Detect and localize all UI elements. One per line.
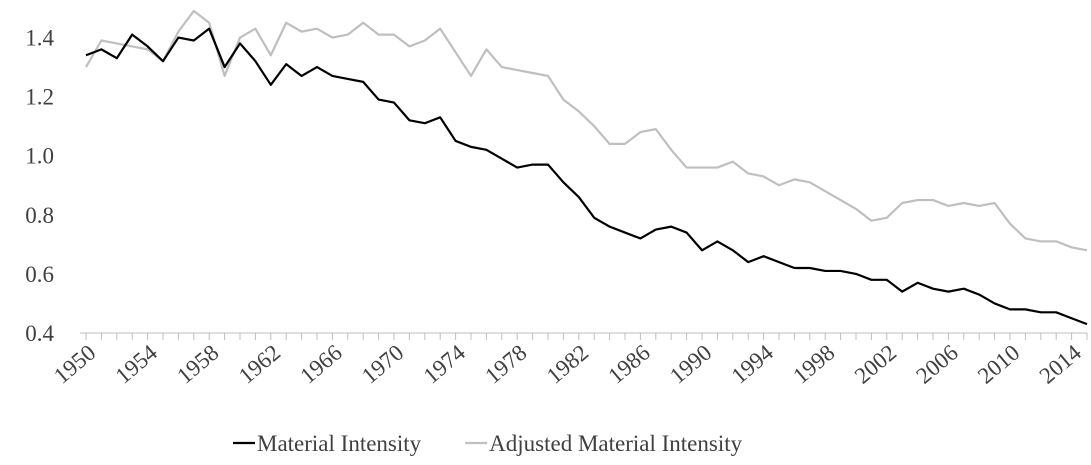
legend-label: Adjusted Material Intensity: [489, 431, 742, 456]
series-line: [85, 9, 1088, 252]
x-tick-label: 1982: [542, 340, 593, 389]
x-tick-label: 1998: [788, 340, 839, 389]
x-tick-label: 2014: [1035, 339, 1087, 388]
x-tick-label: 1990: [665, 340, 716, 389]
x-tick-label: 1966: [295, 340, 346, 389]
y-tick-label: 1.0: [25, 144, 54, 169]
y-tick-label: 1.4: [25, 26, 54, 51]
x-tick-label: 2006: [911, 340, 962, 389]
series-line: [85, 27, 1088, 326]
x-tick-label: 2002: [850, 340, 901, 389]
y-tick-label: 1.2: [25, 85, 54, 110]
x-tick-label: 1962: [234, 340, 285, 389]
x-tick-label: 1970: [357, 340, 408, 389]
x-tick-label: 1954: [111, 339, 163, 388]
x-tick-label: 1950: [49, 340, 100, 389]
y-tick-label: 0.4: [25, 321, 54, 346]
x-tick-label: 2010: [973, 340, 1024, 389]
y-tick-label: 0.6: [25, 262, 54, 287]
x-tick-label: 1958: [172, 340, 223, 389]
x-tick-label: 1974: [419, 339, 471, 388]
y-tick-label: 0.8: [25, 203, 54, 228]
x-tick-label: 1986: [603, 340, 654, 389]
legend-label: Material Intensity: [257, 431, 422, 456]
x-tick-label: 1994: [727, 339, 779, 388]
x-tick-label: 1978: [480, 340, 531, 389]
